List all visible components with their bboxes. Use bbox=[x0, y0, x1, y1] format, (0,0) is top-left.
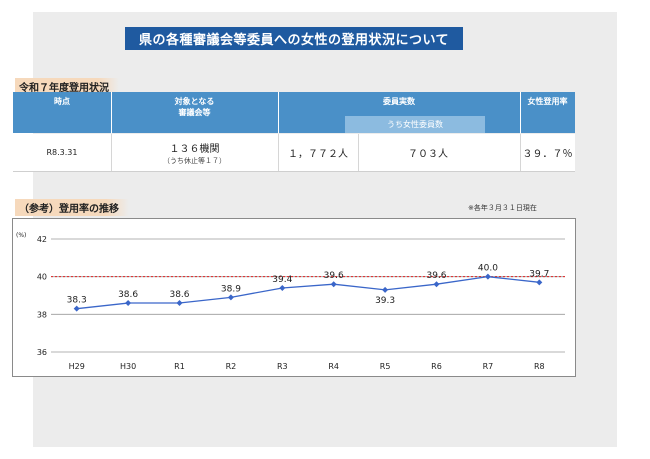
cell-members-text: １，７７２人 bbox=[288, 149, 348, 160]
data-point bbox=[125, 300, 132, 307]
y-tick-label: 40 bbox=[37, 273, 47, 282]
header-rate: 女性登用率 bbox=[527, 97, 568, 106]
chart-note: ※各年３月３１日現在 bbox=[468, 204, 537, 212]
cell-members-female-text: ７０３人 bbox=[408, 149, 448, 160]
cell-divider bbox=[520, 134, 521, 171]
data-point bbox=[330, 281, 337, 288]
data-label: 38.6 bbox=[169, 290, 189, 300]
header-divider bbox=[278, 92, 279, 133]
line-chart: 36 38 40 42 (%) 38.3 38.6 38.6 38.9 39.4 39.6 39.3 3… bbox=[12, 218, 576, 377]
data-point bbox=[484, 273, 491, 280]
y-axis-unit: (%) bbox=[16, 232, 26, 239]
table-section-label: 令和７年度登用状況 bbox=[15, 78, 119, 95]
x-tick-label: H30 bbox=[120, 362, 136, 371]
cell-target: １３６機関 （うち休止等１７） bbox=[111, 134, 278, 171]
header-target: 対象となる 審議会等 bbox=[174, 97, 215, 117]
x-tick-label: R6 bbox=[431, 362, 442, 371]
data-point bbox=[73, 305, 80, 312]
data-label: 39.4 bbox=[272, 275, 292, 285]
header-point: 時点 bbox=[54, 97, 70, 106]
cell-divider bbox=[358, 134, 359, 171]
data-point bbox=[279, 284, 286, 291]
data-point bbox=[382, 286, 389, 293]
chart-section-label: （参考）登用率の推移 bbox=[15, 199, 129, 216]
x-tick-label: R5 bbox=[380, 362, 391, 371]
header-members-female: うち女性委員数 bbox=[345, 116, 485, 133]
cell-target-text: １３６機関 bbox=[169, 143, 220, 155]
cell-point-text: R8.3.31 bbox=[46, 148, 78, 157]
data-label: 40.0 bbox=[478, 264, 498, 274]
x-tick-label: R7 bbox=[483, 362, 494, 371]
x-tick-label: R2 bbox=[226, 362, 237, 371]
cell-members-female: ７０３人 bbox=[358, 134, 498, 171]
x-tick-label: R3 bbox=[277, 362, 288, 371]
x-tick-label: H29 bbox=[69, 362, 85, 371]
table-header: 時点 対象となる 審議会等 委員実数 女性登用率 bbox=[13, 92, 575, 133]
table-row: R8.3.31 １３６機関 （うち休止等１７） １，７７２人 ７０３人 ３９．７… bbox=[13, 134, 575, 172]
y-tick-label: 38 bbox=[37, 310, 47, 319]
series-line bbox=[76, 276, 540, 310]
cell-target-note: （うち休止等１７） bbox=[163, 156, 226, 165]
x-tick-label: R1 bbox=[174, 362, 185, 371]
data-point bbox=[433, 281, 440, 288]
y-tick-label: 42 bbox=[37, 235, 47, 244]
x-tick-label: R4 bbox=[328, 362, 339, 371]
data-point bbox=[227, 294, 234, 301]
data-point bbox=[176, 300, 183, 307]
y-tick-label: 36 bbox=[37, 348, 47, 357]
data-label: 39.7 bbox=[529, 269, 549, 279]
cell-divider bbox=[111, 134, 112, 171]
data-label: 38.9 bbox=[221, 284, 241, 294]
header-members: 委員実数 bbox=[383, 97, 415, 106]
cell-rate: ３９．７％ bbox=[520, 134, 575, 171]
cell-members: １，７７２人 bbox=[278, 134, 358, 171]
data-label: 38.6 bbox=[118, 290, 138, 300]
header-divider bbox=[520, 92, 521, 133]
data-label: 39.6 bbox=[426, 271, 446, 281]
data-label: 38.3 bbox=[67, 296, 87, 306]
data-point bbox=[536, 279, 543, 286]
page-title: 県の各種審議会等委員への女性の登用状況について bbox=[125, 27, 463, 50]
chart-canvas: 36 38 40 42 (%) 38.3 38.6 38.6 38.9 39.4 39.6 39.3 3… bbox=[16, 232, 565, 371]
data-label: 39.6 bbox=[324, 271, 344, 281]
cell-divider bbox=[278, 134, 279, 171]
x-tick-label: R8 bbox=[534, 362, 545, 371]
cell-point: R8.3.31 bbox=[13, 134, 111, 171]
header-divider bbox=[111, 92, 112, 133]
data-label: 39.3 bbox=[375, 296, 395, 306]
cell-rate-text: ３９．７％ bbox=[522, 149, 573, 160]
